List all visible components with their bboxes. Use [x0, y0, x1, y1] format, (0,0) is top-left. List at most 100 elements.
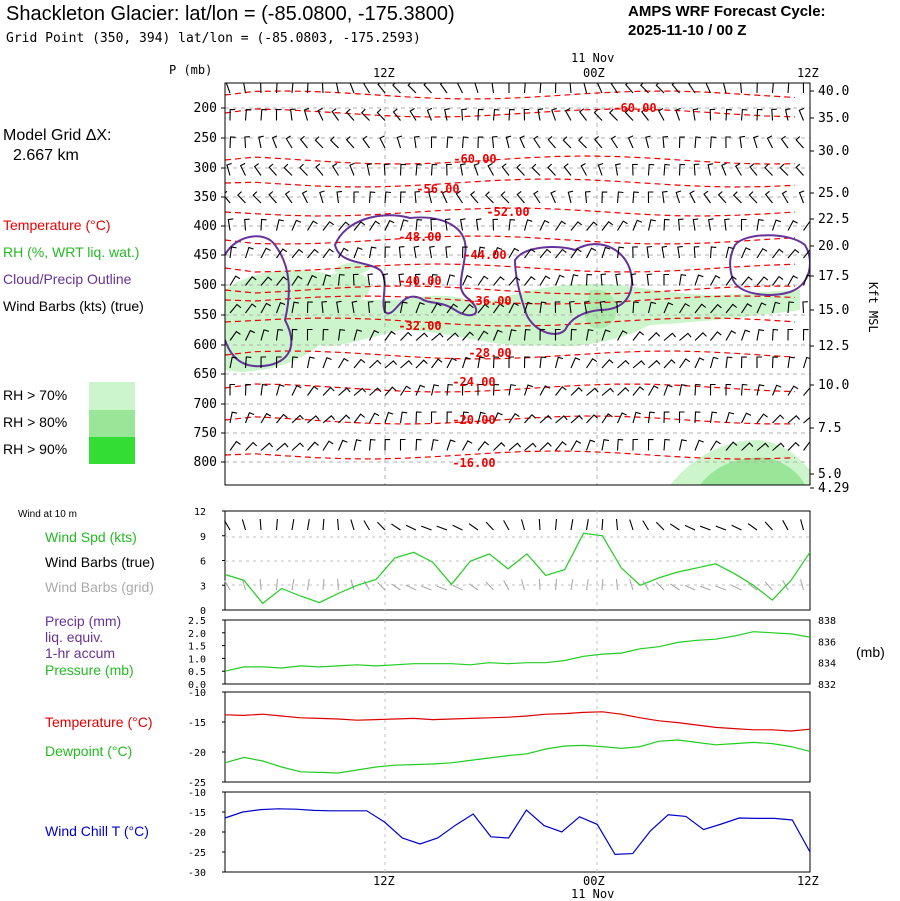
wind-barb: [360, 108, 370, 121]
wind-barb-true: [485, 521, 494, 531]
wind-barb: [366, 163, 373, 176]
wind-barb-true: [800, 519, 805, 531]
wind-barb: [616, 438, 624, 451]
wind-barb: [803, 248, 810, 259]
wind-barb: [539, 442, 552, 451]
isotherm-line: [225, 155, 796, 165]
rh80-label: RH > 80%: [3, 414, 68, 430]
wind-barb: [570, 274, 579, 286]
wind-barb: [570, 387, 583, 396]
wind-barb: [583, 300, 590, 314]
wind-barb-grid: [629, 579, 634, 591]
wind-barb: [610, 135, 618, 149]
wind-barb: [648, 359, 661, 369]
wind-barb-grid: [224, 580, 231, 591]
wind-barb: [779, 163, 789, 176]
pressure-tick-label: 700: [194, 397, 217, 412]
wind-barb: [569, 83, 572, 94]
wind-barb: [663, 163, 670, 176]
wind-barb: [586, 414, 598, 424]
precip-accum-label: 1-hr accum: [45, 645, 116, 661]
wind-barb: [492, 108, 500, 121]
wind-barb: [229, 330, 241, 341]
wind-barb: [647, 163, 655, 176]
wind-barb: [428, 190, 434, 204]
wind-barb: [229, 246, 237, 259]
wind-barb: [539, 414, 552, 424]
wind-barb: [798, 107, 805, 121]
wind-barb: [772, 414, 785, 424]
wind-barb: [492, 218, 499, 231]
wind-barb: [244, 246, 254, 259]
wind-barb: [632, 411, 641, 424]
wind-barb: [787, 83, 790, 94]
wind-barb: [382, 273, 389, 286]
wind-barb: [508, 384, 516, 396]
wind-barb-grid: [322, 578, 325, 591]
wind-barb-true: [700, 525, 711, 531]
wind-barb-grid: [615, 578, 619, 591]
wind-barb-true: [615, 518, 619, 531]
isotherm-label: -48.00: [398, 230, 441, 244]
wind-barb: [787, 301, 795, 314]
wind-barb-true: [782, 520, 789, 531]
isotherm-line: [225, 317, 796, 327]
wind-barb: [444, 218, 451, 231]
wind-barb: [260, 218, 267, 231]
top-date-label: 11 Nov: [571, 51, 615, 65]
wind-barb: [322, 415, 336, 424]
wind-barb: [367, 273, 373, 286]
chill-tick-label: -10: [188, 788, 206, 799]
isotherm-line: [225, 415, 795, 425]
wind-barb: [663, 273, 669, 286]
wind-barb-true: [669, 523, 680, 531]
wind-barb: [709, 356, 719, 369]
wind-barb: [663, 332, 677, 341]
wind-barb: [524, 276, 536, 286]
wind-barb: [725, 246, 734, 259]
wind-barb: [508, 247, 520, 259]
wind-barb: [632, 163, 638, 176]
wind-barb-grid: [800, 579, 805, 591]
wind-barb: [338, 247, 349, 259]
wind-barb: [555, 248, 567, 259]
wind-barb: [392, 108, 401, 121]
wind-barb: [692, 218, 699, 231]
wind-barb: [260, 108, 267, 121]
wind-barb: [601, 387, 615, 396]
top-tick-12z-a: 12Z: [373, 66, 395, 80]
wind-barb: [493, 442, 506, 451]
dewpoint-series-label: Dewpoint (°C): [45, 743, 133, 759]
wind-barb: [508, 302, 519, 314]
wind-barb: [473, 162, 480, 176]
wind-barb: [632, 246, 638, 259]
wind-barb: [756, 247, 768, 259]
kft-axis-title: Kft MSL: [866, 282, 880, 333]
wind-barb: [554, 301, 561, 314]
wind-barb: [291, 384, 302, 396]
wind-barb: [353, 439, 362, 451]
wind-barb: [756, 83, 758, 94]
model-grid-label: Model Grid ΔX:: [3, 127, 112, 144]
wind-barb: [446, 163, 452, 176]
wind-barb: [523, 301, 533, 314]
wind-barb: [725, 330, 737, 341]
wind-barb: [725, 275, 737, 286]
wind-barb: [268, 191, 277, 204]
wind-barb: [319, 190, 325, 204]
wind-barb: [245, 329, 256, 341]
wind-barb: [477, 356, 485, 369]
wind-barb: [594, 135, 603, 149]
wind-barb: [349, 83, 355, 94]
wind-barb: [477, 275, 489, 286]
wind-barb: [353, 413, 365, 424]
wind-barb: [414, 191, 420, 204]
wind-barb: [477, 108, 484, 121]
wind-barb: [663, 218, 670, 231]
wind-barb: [415, 273, 421, 286]
wind-barb: [781, 190, 789, 204]
wind-barbs-true-label: Wind Barbs (true): [45, 554, 155, 570]
wind-barb: [725, 303, 738, 314]
wind-barb: [400, 360, 413, 369]
wind-barb: [741, 442, 754, 451]
